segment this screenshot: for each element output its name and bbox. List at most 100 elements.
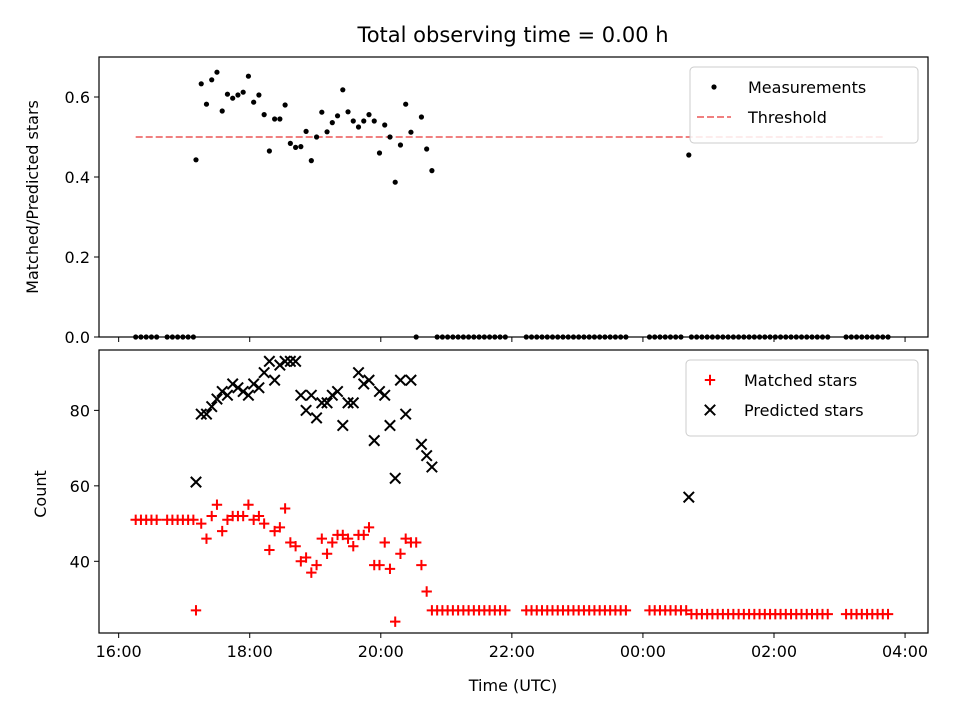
data-point [216, 385, 229, 398]
data-point [336, 419, 349, 432]
x-tick-label: 00:00 [620, 642, 666, 661]
data-point [822, 608, 833, 620]
data-point [248, 514, 259, 525]
data-point [319, 109, 325, 115]
data-point [620, 605, 632, 616]
data-point [310, 412, 323, 424]
x-tick-label: 20:00 [358, 642, 404, 661]
data-point [261, 112, 267, 118]
data-point [285, 537, 296, 548]
data-point [421, 586, 432, 597]
data-point [327, 537, 338, 548]
data-point [313, 134, 320, 140]
data-point [340, 87, 346, 93]
data-point [268, 374, 281, 387]
data-point [293, 144, 299, 150]
data-point [387, 134, 393, 140]
y-tick-label: 60 [70, 477, 90, 496]
data-point [247, 378, 260, 390]
bottom-panel: Count 16:00 18:00 20:00 22:00 00:00 02:00 04:0… [31, 349, 929, 661]
data-point [287, 140, 293, 146]
data-point [277, 116, 283, 122]
data-point [337, 529, 348, 541]
data-point [315, 396, 328, 409]
legend: Matched stars Predicted stars [685, 359, 919, 437]
data-point [415, 438, 428, 451]
data-point [379, 537, 390, 548]
data-point [232, 381, 244, 394]
data-point [371, 118, 377, 124]
data-point [352, 366, 365, 379]
data-point [378, 389, 391, 402]
data-point [342, 396, 354, 409]
data-point [226, 378, 239, 390]
data-point [682, 491, 695, 504]
data-point [284, 355, 297, 368]
x-tick-label: 18:00 [227, 642, 273, 661]
data-point [214, 69, 220, 75]
data-point [264, 544, 275, 556]
data-point [324, 129, 330, 135]
top-panel: Matched/Predicted stars 0.0 0.2 0.4 0.6 Meas… [23, 56, 929, 347]
data-point [384, 419, 396, 432]
data-point [686, 152, 692, 158]
data-point [240, 89, 246, 95]
data-point [198, 81, 204, 87]
plot-frame [98, 349, 929, 634]
data-point [258, 518, 270, 529]
data-point [193, 157, 199, 163]
data-point [329, 120, 335, 126]
data-point [331, 385, 344, 398]
data-point [426, 461, 438, 473]
data-point [219, 108, 225, 114]
data-point [190, 476, 202, 488]
data-point [273, 359, 286, 372]
data-point [289, 355, 302, 368]
data-point [263, 355, 276, 368]
data-point [363, 522, 375, 533]
legend-box [689, 66, 919, 144]
data-point [196, 518, 207, 529]
data-point [222, 514, 233, 525]
plot-frame [98, 56, 929, 338]
data-point [235, 92, 241, 98]
data-point [355, 124, 362, 130]
data-point [400, 533, 411, 544]
bottom-y-axis-label: Count [31, 470, 50, 518]
data-point [321, 396, 333, 409]
data-point [230, 95, 236, 101]
data-point [295, 556, 307, 567]
data-point [300, 404, 312, 417]
legend-swatch [704, 374, 716, 386]
data-point [237, 510, 249, 522]
data-point [358, 529, 369, 541]
data-point [279, 503, 291, 514]
data-point [334, 113, 341, 119]
top-y-axis-label: Matched/Predicted stars [23, 100, 42, 294]
data-point [366, 112, 372, 118]
data-point [392, 179, 398, 185]
data-point [416, 559, 427, 571]
data-point [211, 393, 223, 405]
data-point [357, 378, 370, 390]
data-point [305, 389, 318, 402]
data-point [290, 541, 301, 552]
data-point [347, 396, 360, 409]
x-tick-label: 22:00 [489, 642, 535, 661]
data-point [269, 525, 280, 537]
data-point [201, 533, 212, 544]
data-point [420, 449, 433, 462]
legend-swatch [711, 84, 717, 90]
data-point [394, 374, 407, 387]
data-point [361, 118, 367, 124]
series-predicted-stars [190, 355, 695, 504]
data-point [306, 567, 317, 578]
data-point [399, 408, 412, 421]
data-point [424, 146, 430, 152]
data-point [151, 514, 162, 525]
data-point [206, 510, 217, 522]
data-point [221, 389, 234, 402]
data-point [382, 122, 388, 128]
data-point [350, 118, 356, 124]
